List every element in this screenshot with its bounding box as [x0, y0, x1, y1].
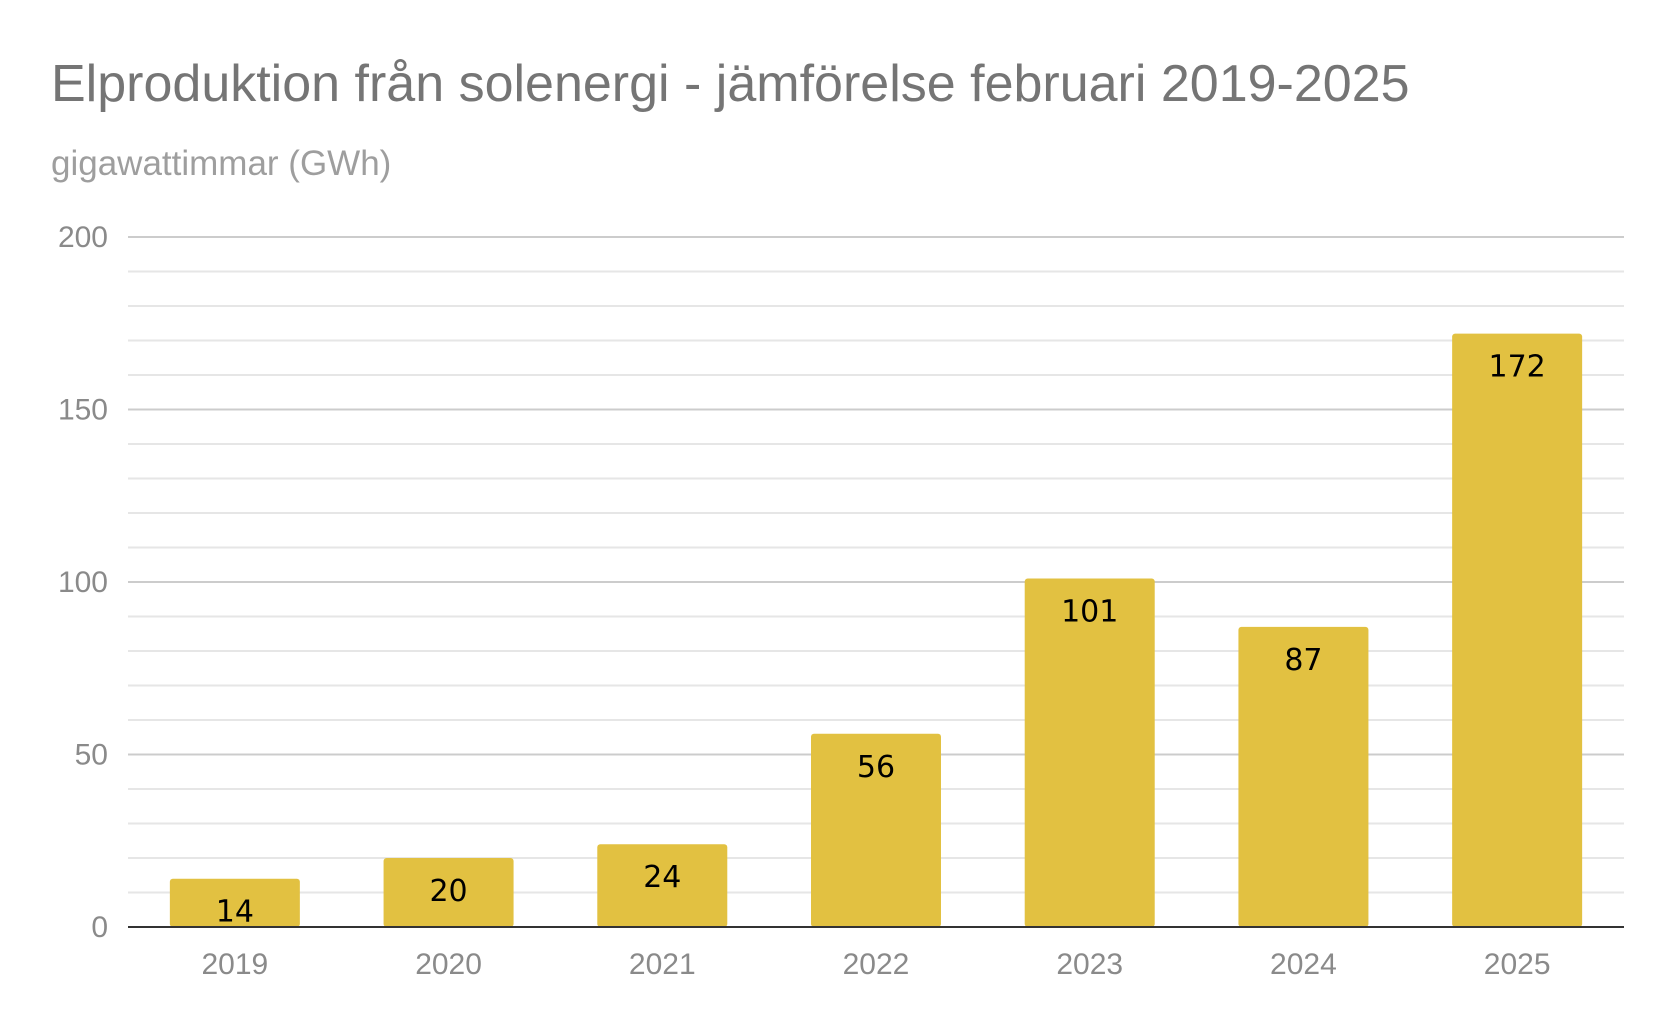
- bar-2020: [383, 858, 514, 927]
- x-tick-label: 2025: [1484, 948, 1551, 981]
- x-tick-label: 2021: [629, 948, 696, 981]
- data-label-2025: 172: [1489, 350, 1546, 385]
- chart-title: Elproduktion från solenergi - jämförelse…: [51, 55, 1410, 113]
- data-label-2023: 101: [1061, 595, 1118, 630]
- bar-2022: [811, 733, 941, 927]
- bar-2021: [597, 844, 728, 927]
- y-tick-label: 150: [58, 394, 108, 427]
- y-tick-label: 100: [58, 566, 108, 599]
- y-tick-label: 200: [58, 221, 108, 254]
- y-tick-label: 0: [91, 911, 108, 944]
- x-axis-ticks: 2019 2020 2021 2022 2023 2024 2025: [201, 948, 1550, 981]
- bar-2024: [1238, 626, 1369, 927]
- data-label-2020: 20: [429, 874, 467, 909]
- x-tick-label: 2024: [1270, 948, 1337, 981]
- data-label-2019: 14: [216, 895, 254, 930]
- x-tick-label: 2020: [415, 948, 482, 981]
- data-label-2024: 87: [1284, 643, 1322, 678]
- data-labels: 14 20 24 56 101 87 172: [216, 350, 1546, 930]
- x-tick-label: 2019: [201, 948, 268, 981]
- y-axis-ticks: 0 50 100 150 200: [58, 221, 108, 944]
- bar-2023: [1024, 578, 1155, 927]
- chart-subtitle: gigawattimmar (GWh): [51, 144, 392, 183]
- x-tick-label: 2022: [843, 948, 910, 981]
- y-tick-label: 50: [75, 739, 108, 772]
- data-label-2022: 56: [857, 750, 895, 785]
- x-tick-label: 2023: [1056, 948, 1123, 981]
- bars: [169, 333, 1583, 928]
- bar-2025: [1452, 333, 1583, 928]
- data-label-2021: 24: [643, 860, 681, 895]
- bar-2019: [169, 878, 300, 927]
- grid-lines: [128, 236, 1624, 894]
